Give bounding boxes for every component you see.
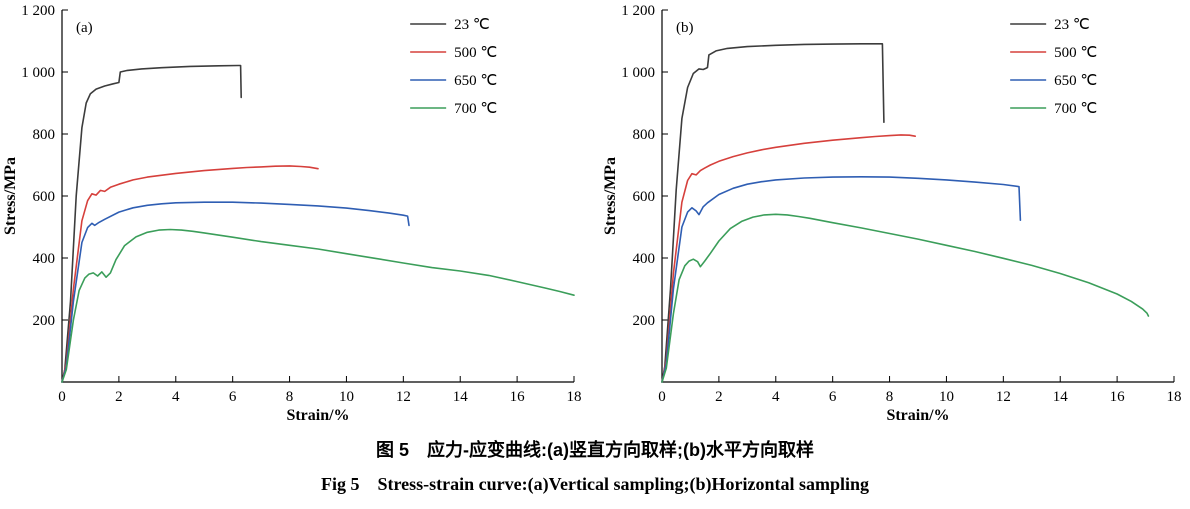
y-tick-label: 1 200	[21, 3, 55, 19]
y-tick-label: 1 000	[621, 65, 655, 81]
x-tick-label: 16	[510, 389, 526, 405]
y-tick-label: 600	[33, 189, 56, 205]
x-axis-label: Strain/%	[286, 407, 349, 424]
legend-label-2: 650 ℃	[454, 73, 497, 89]
y-tick-label: 800	[33, 127, 56, 143]
x-tick-label: 6	[229, 389, 237, 405]
x-tick-label: 14	[453, 389, 469, 405]
x-axis-label: Strain/%	[886, 407, 949, 424]
series-line-2	[61, 201, 410, 383]
x-tick-label: 12	[396, 389, 411, 405]
x-tick-label: 8	[886, 389, 894, 405]
caption-chinese: 图 5 应力-应变曲线:(a)竖直方向取样;(b)水平方向取样	[376, 440, 814, 460]
series-line-0	[661, 42, 885, 383]
x-tick-label: 12	[996, 389, 1011, 405]
y-tick-label: 600	[633, 189, 656, 205]
x-tick-label: 4	[172, 389, 180, 405]
series-line-3	[661, 213, 1150, 383]
legend-label-0: 23 ℃	[1054, 17, 1090, 33]
x-tick-label: 6	[829, 389, 837, 405]
panel-label: (b)	[676, 20, 694, 36]
x-tick-label: 0	[658, 389, 666, 405]
y-axis-label: Stress/MPa	[2, 157, 19, 235]
x-tick-label: 14	[1053, 389, 1069, 405]
chart-panel-a: 0 2 4 6 8 10 12 14 16 18 200 400 600 800 1 000 1 200 Str…	[2, 3, 582, 424]
y-tick-label: 1 200	[621, 3, 655, 19]
series-line-2	[661, 176, 1022, 383]
x-tick-label: 16	[1110, 389, 1126, 405]
y-tick-label: 400	[33, 251, 56, 267]
x-tick-label: 0	[58, 389, 66, 405]
panel-label: (a)	[76, 20, 93, 36]
series-line-3	[61, 228, 575, 383]
legend-label-2: 650 ℃	[1054, 73, 1097, 89]
legend-label-3: 700 ℃	[454, 101, 497, 117]
x-tick-label: 10	[339, 389, 354, 405]
series-line-1	[661, 134, 917, 383]
y-tick-label: 1 000	[21, 65, 55, 81]
x-tick-label: 4	[772, 389, 780, 405]
series-line-0	[61, 64, 242, 383]
x-tick-label: 10	[939, 389, 954, 405]
legend-label-1: 500 ℃	[1054, 45, 1097, 61]
x-tick-label: 8	[286, 389, 294, 405]
charts-row: 0 2 4 6 8 10 12 14 16 18 200 400 600 800 1 000 1 200 Str…	[2, 3, 1182, 424]
caption-english: Fig 5 Stress-strain curve:(a)Vertical sa…	[321, 474, 869, 494]
x-tick-label: 18	[567, 389, 582, 405]
x-tick-label: 2	[115, 389, 123, 405]
x-tick-label: 18	[1167, 389, 1182, 405]
legend-label-3: 700 ℃	[1054, 101, 1097, 117]
y-tick-label: 800	[633, 127, 656, 143]
y-axis-label: Stress/MPa	[602, 157, 619, 235]
series-line-1	[61, 165, 319, 383]
y-tick-label: 400	[633, 251, 656, 267]
y-tick-label: 200	[33, 313, 56, 329]
chart-panel-b: 0 2 4 6 8 10 12 14 16 18 200 400 600 800 1 000 1 200 Str…	[602, 3, 1182, 424]
x-tick-label: 2	[715, 389, 723, 405]
legend-label-0: 23 ℃	[454, 17, 490, 33]
y-tick-label: 200	[633, 313, 656, 329]
legend-label-1: 500 ℃	[454, 45, 497, 61]
